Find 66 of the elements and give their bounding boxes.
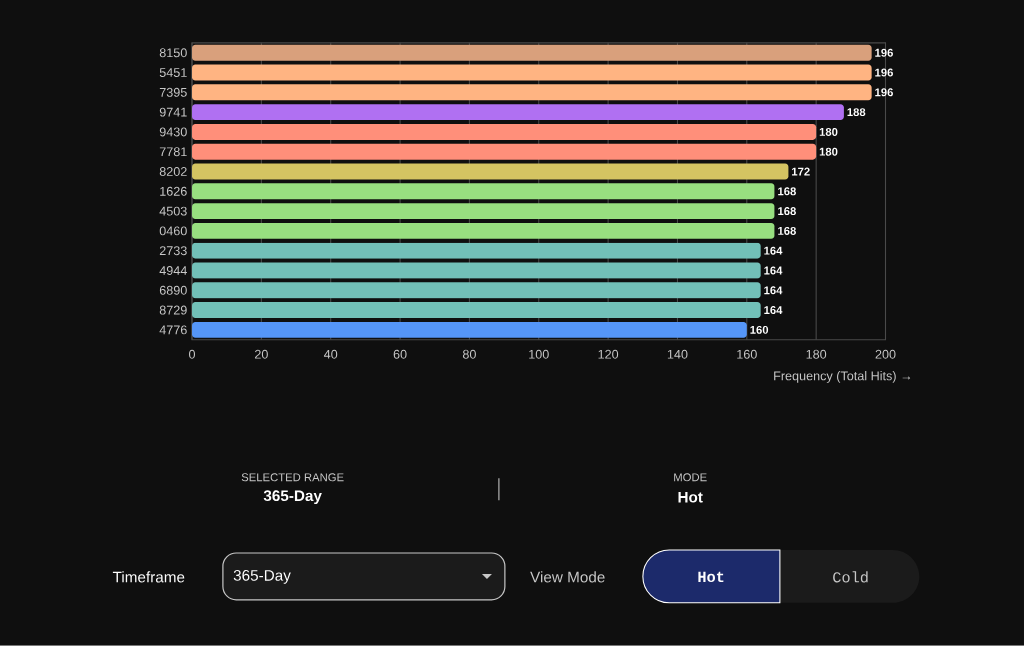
bar [192,302,761,319]
data-label: 164 [764,246,783,255]
y-tick-label: 1626 [160,187,187,196]
data-label: 164 [764,266,783,275]
bar [192,44,872,61]
text: Hot [698,571,724,583]
data-label: 180 [819,128,838,137]
y-tick-label: 9430 [159,127,187,137]
x-tick-label: 40 [323,349,338,359]
data-label: 168 [778,227,796,236]
data-label: 188 [847,108,866,117]
data-label: 164 [764,306,783,315]
bar [192,163,789,180]
data-label: 164 [764,286,783,295]
data-label: 196 [875,48,893,57]
data-label: 168 [778,187,796,196]
y-tick-label: 8729 [159,305,187,315]
bar [192,124,817,141]
data-label: 168 [778,207,796,216]
bar [192,223,775,240]
bar [192,242,761,259]
data-label: 160 [750,326,769,335]
y-tick-label: 4944 [159,266,187,276]
data-label: 180 [819,147,838,156]
y-tick-label: 6890 [159,285,187,295]
text: SELECTED RANGE [241,473,344,482]
data-label: 196 [875,88,893,97]
x-axis-title: Frequency (Total Hits) → [774,371,911,383]
text: 365-Day [263,490,322,505]
bar [192,143,817,160]
x-tick-label: 80 [462,349,476,359]
data-label: 172 [792,167,810,176]
y-tick-label: 9741 [159,107,187,117]
y-tick-label: 2733 [159,246,187,256]
text: 365-Day [233,570,291,584]
y-tick-label: 8202 [159,167,187,177]
bar [192,203,775,220]
x-tick-label: 180 [806,349,827,359]
x-tick-label: 60 [393,349,407,359]
bar [192,104,844,121]
y-tick-label: 0460 [159,226,187,236]
text: Timeframe [112,571,185,583]
data-label: 196 [875,68,893,77]
y-tick-label: 4503 [159,206,187,216]
text: Cold [833,571,868,583]
x-tick-label: 160 [737,349,757,359]
text: Hot [678,492,703,503]
x-tick-label: 100 [529,349,549,359]
x-tick-label: 0 [189,349,196,359]
bar [192,282,761,299]
y-tick-label: 7395 [159,88,187,97]
x-tick-label: 140 [667,349,688,359]
y-tick-label: 5451 [159,68,187,78]
text: MODE [674,473,707,482]
x-tick-label: 20 [254,349,268,359]
y-tick-label: 4776 [159,325,187,335]
text: View Mode [530,571,605,583]
bar [192,262,761,279]
y-tick-label: 7781 [159,147,187,157]
bar [192,183,775,200]
y-tick-label: 8150 [159,48,187,58]
x-tick-label: 120 [598,349,619,359]
bar [192,64,872,81]
bar [192,84,872,101]
x-tick-label: 200 [875,349,896,359]
bar [192,322,747,339]
